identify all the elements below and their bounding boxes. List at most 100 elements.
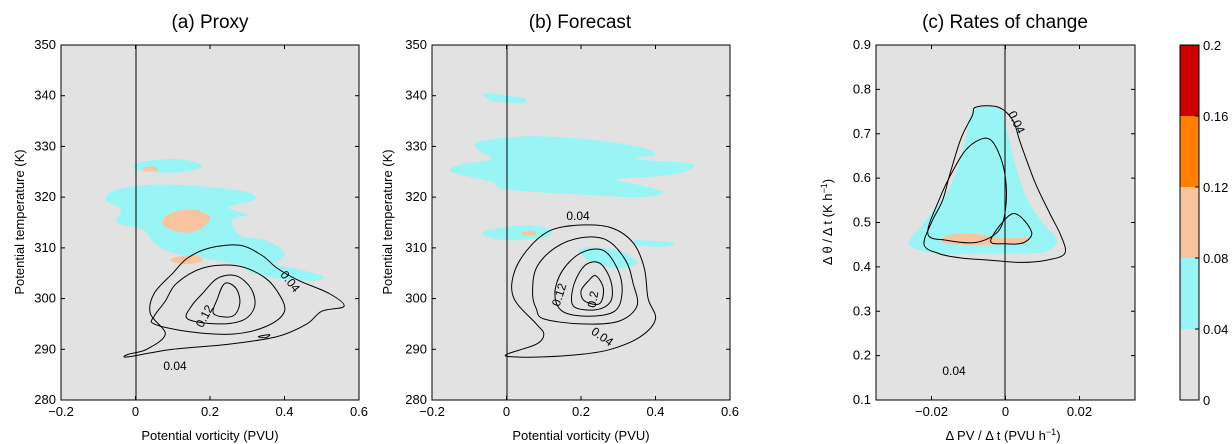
panel-forecast: (b) Forecast −0.2 0 0.2 0.4 0.6 280 290 300 310 3… [380,12,739,443]
colorbar: 0 0.04 0.08 0.12 0.16 0.2 [1179,38,1228,408]
title-forecast: (b) Forecast [529,12,632,33]
contour-line-proxy-4 [212,282,241,318]
ticklabels-proxy: −0.2 0 0.2 0.4 0.6 280 290 300 310 320 330 340 350 [34,37,368,419]
colorbar-tick-label-2: 0.04 [1203,322,1228,337]
xlabel-proxy: Potential vorticity (PVU) [141,428,278,443]
contour-line-forecast-4 [570,261,613,311]
xtick-label-forecast-4: 0.4 [646,404,664,419]
ytick-label-proxy-4: 310 [34,240,56,255]
contour-line-proxy-2 [150,264,286,335]
contour-line-forecast-3 [554,248,623,317]
contour-line-forecast-1 [504,224,657,358]
filled-region-forecast-4 [579,247,637,269]
ytick-label-forecast-1: 280 [405,392,427,407]
ytick-label-proxy-5: 320 [34,189,56,204]
colorbar-ticks: 0 0.04 0.08 0.12 0.16 0.2 [1195,38,1228,408]
title-rates-of-change: (c) Rates of change [922,12,1088,33]
contour-line-proxy-5 [257,334,271,339]
colorbar-tick-label-5: 0.16 [1203,109,1228,124]
contour-line-rates-2 [927,137,1007,244]
title-proxy: (a) Proxy [171,12,249,33]
xtick-label-proxy-2: 0 [132,404,139,419]
xtick-label-forecast-3: 0.2 [572,404,590,419]
xtick-label-rates-1: −0.02 [915,404,948,419]
ytick-label-proxy-8: 350 [34,37,56,52]
xtick-label-proxy-3: 0.2 [201,404,219,419]
panel-proxy: (a) Proxy −0.2 0 0.2 0.4 0.6 280 290 300 310 320 3… [12,12,368,443]
xtick-label-forecast-5: 0.6 [721,404,739,419]
ytick-label-rates-2: 0.2 [853,348,871,363]
xtick-label-forecast-2: 0 [503,404,510,419]
ytick-label-forecast-7: 340 [405,88,427,103]
contour-line-rates-3 [990,213,1033,245]
colorbar-tick-label-4: 0.12 [1203,180,1228,195]
colorbar-band-4 [1180,116,1199,187]
ytick-label-rates-5: 0.5 [853,215,871,230]
contour-label-forecast-2: 0.12 [549,281,570,308]
xtick-label-rates-3: 0.02 [1067,404,1092,419]
colorbar-band-5 [1180,45,1199,116]
filled-region-proxy-4 [161,209,211,233]
ylabel-rates-main: Δ θ / Δ t (K h [820,194,835,266]
colorbar-tick-label-1: 0 [1203,393,1210,408]
xlabel-rates-sup: −1 [1046,427,1056,437]
ylabel-rates-sup: −1 [819,183,829,193]
ticks-proxy [60,44,360,401]
ytick-label-forecast-6: 330 [405,138,427,153]
xlabel-rates-main: Δ PV / Δ t (PVU h [945,428,1045,443]
contour-label-rates-2: 0.04 [942,364,966,378]
ytick-label-proxy-3: 300 [34,291,56,306]
filled-region-forecast-2 [449,136,695,198]
ytick-label-rates-8: 0.8 [853,81,871,96]
ytick-label-proxy-2: 290 [34,341,56,356]
ylabel-rates: Δ θ / Δ t (K h−1) [819,179,835,265]
filled-region-forecast-6 [521,231,537,236]
ytick-label-forecast-4: 310 [405,240,427,255]
ticklabels-rates: −0.02 0 0.02 0.1 0.2 0.3 0.4 0.5 0.6 0.7 0.8 0.9 [853,37,1092,419]
filled-region-proxy-3 [242,260,324,281]
ytick-label-rates-4: 0.4 [853,259,871,274]
ytick-label-rates-9: 0.9 [853,37,871,52]
colorbar-tick-label-6: 0.2 [1203,38,1221,53]
filled-region-proxy-5 [170,255,203,265]
ytick-label-proxy-7: 340 [34,88,56,103]
ticklabels-forecast: −0.2 0 0.2 0.4 0.6 280 290 300 310 320 330 340 350 [405,37,739,419]
ytick-label-rates-7: 0.7 [853,126,871,141]
ytick-label-rates-3: 0.3 [853,303,871,318]
ytick-label-proxy-1: 280 [34,392,56,407]
ylabel-proxy: Potential temperature (K) [12,149,27,294]
xtick-label-forecast-1: −0.2 [419,404,445,419]
contour-label-forecast-1: 0.04 [566,209,590,223]
ytick-label-rates-1: 0.1 [853,392,871,407]
ytick-label-proxy-6: 330 [34,138,56,153]
filled-contours-forecast [449,93,695,269]
plot-area-forecast [432,45,730,400]
colorbar-band-2 [1180,258,1199,329]
ylabel-forecast: Potential temperature (K) [380,149,395,294]
filled-region-forecast-5 [632,240,676,247]
filled-region-rates-1 [908,105,1058,255]
ylabel-rates-close: ) [820,179,835,183]
filled-region-proxy-6 [142,166,159,172]
colorbar-frame [1179,44,1200,401]
filled-region-forecast-1 [483,93,527,104]
colorbar-band-1 [1180,329,1199,400]
colorbar-bands [1180,45,1199,400]
xlabel-rates-close: ) [1056,428,1060,443]
ytick-label-forecast-8: 350 [405,37,427,52]
xlabel-rates: Δ PV / Δ t (PVU h−1) [945,427,1060,443]
panel-rates-of-change: (c) Rates of change −0.02 0 0.02 0.1 0.2 0.3 0… [819,12,1136,443]
ytick-label-forecast-3: 300 [405,291,427,306]
filled-region-forecast-3 [482,225,553,241]
xtick-label-proxy-5: 0.6 [350,404,368,419]
contour-label-forecast-3: 0.2 [585,290,602,309]
xlabel-forecast: Potential vorticity (PVU) [512,428,649,443]
contour-line-proxy-3 [185,274,256,325]
contour-lines-rates [923,105,1067,263]
xtick-label-proxy-1: −0.2 [48,404,74,419]
contour-line-forecast-5 [580,275,605,305]
contour-lines-forecast [504,224,657,358]
ticks-rates [876,44,1135,401]
contour-label-proxy-3: 0.04 [163,359,187,373]
